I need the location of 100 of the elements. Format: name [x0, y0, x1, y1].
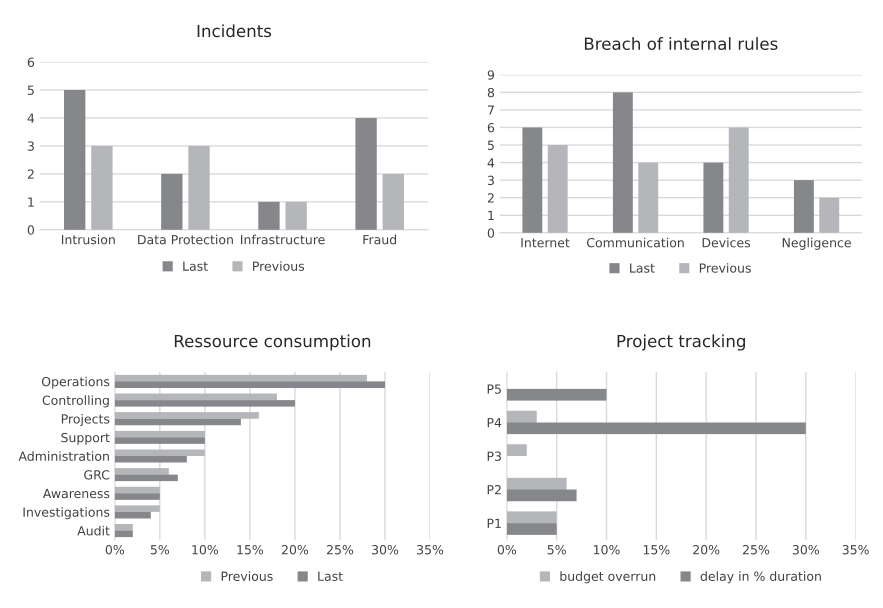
x-tick-label: 30% — [372, 544, 398, 554]
bar — [114, 430, 205, 438]
bar — [506, 478, 567, 490]
y-tick-label: P2 — [488, 485, 501, 494]
bar — [355, 118, 377, 230]
bar — [612, 92, 633, 233]
bar — [114, 468, 169, 475]
x-tick-label: Communication — [586, 238, 684, 248]
y-tick-label: 1 — [28, 197, 34, 207]
y-tick-label: P3 — [488, 451, 501, 461]
y-tick-label: GRC — [84, 470, 110, 480]
x-tick-label: Devices — [702, 238, 750, 248]
y-tick-label: P5 — [488, 384, 501, 394]
x-tick-label: Fraud — [363, 234, 396, 244]
chart-title: Project tracking — [618, 334, 745, 351]
x-tick-label: 15% — [644, 544, 670, 554]
x-tick-label: 10% — [192, 544, 218, 554]
chart-title: Incidents — [198, 24, 272, 38]
y-tick-label: 3 — [28, 141, 34, 151]
bar — [114, 524, 133, 531]
y-tick-label: 9 — [488, 70, 494, 80]
bar — [114, 400, 295, 407]
legend-label: Previous — [222, 571, 273, 581]
x-tick-label: 35% — [842, 544, 869, 554]
y-tick-label: 8 — [488, 88, 494, 98]
y-tick-label: 6 — [28, 57, 34, 67]
legend-label: Previous — [700, 263, 751, 273]
x-tick-label: 5% — [150, 544, 170, 554]
bar — [506, 410, 537, 422]
bar — [258, 202, 280, 230]
legend-label: Last — [630, 263, 655, 273]
bar — [64, 90, 86, 230]
chart-title: Breach of internal rules — [584, 37, 778, 50]
bar — [114, 493, 160, 500]
bar — [382, 174, 404, 230]
x-tick-label: Data Protection — [138, 234, 233, 244]
y-tick-label: Awareness — [42, 488, 110, 498]
y-tick-label: P4 — [488, 418, 502, 428]
x-tick-label: 25% — [743, 544, 770, 554]
bar — [794, 180, 814, 233]
x-tick-label: Intrusion — [62, 234, 115, 244]
bar — [114, 374, 367, 382]
x-tick-label: 5% — [548, 544, 566, 554]
bar — [114, 505, 160, 512]
bar — [548, 145, 568, 233]
y-tick-label: 3 — [488, 176, 494, 186]
x-tick-label: 20% — [693, 544, 720, 554]
y-tick-label: Administration — [18, 451, 109, 461]
bar — [114, 474, 178, 482]
legend-label: delay in % duration — [700, 571, 821, 584]
bar — [188, 146, 210, 230]
y-tick-label: 5 — [28, 86, 34, 95]
bar — [703, 162, 724, 233]
bar — [506, 388, 606, 401]
x-tick-label: 25% — [326, 544, 354, 554]
y-tick-label: 2 — [28, 169, 34, 179]
bar — [114, 512, 151, 518]
bar — [91, 146, 113, 230]
x-tick-label: 10% — [594, 544, 620, 554]
legend-label: budget overrun — [560, 571, 656, 584]
legend-label: Last — [318, 572, 343, 581]
legend-label: Previous — [253, 261, 304, 271]
bar — [114, 381, 385, 388]
bar — [506, 422, 806, 434]
bar — [638, 162, 658, 233]
bar — [506, 490, 577, 502]
x-tick-label: 15% — [237, 544, 264, 554]
y-tick-label: 1 — [488, 210, 494, 220]
bar — [506, 511, 557, 524]
bar — [114, 530, 133, 538]
bar — [114, 437, 205, 444]
bar — [114, 486, 160, 494]
y-tick-label: Support — [61, 432, 110, 445]
x-tick-label: 35% — [417, 544, 444, 554]
bar — [114, 456, 187, 463]
legend-label: Last — [183, 262, 208, 271]
y-tick-label: 6 — [488, 122, 494, 132]
y-tick-label: 0 — [488, 228, 494, 238]
bar — [161, 174, 183, 230]
y-tick-label: 5 — [488, 140, 494, 150]
y-tick-label: 4 — [28, 114, 34, 123]
y-tick-label: Investigations — [24, 507, 110, 520]
y-tick-label: 7 — [488, 106, 494, 115]
x-tick-label: Negligence — [782, 238, 851, 250]
y-tick-label: 2 — [488, 193, 494, 202]
bar — [522, 127, 542, 233]
x-tick-label: 0% — [106, 544, 124, 554]
x-tick-label: Internet — [521, 238, 570, 248]
x-tick-label: 0% — [498, 544, 516, 554]
bar — [114, 449, 205, 456]
y-tick-label: Audit — [77, 526, 110, 536]
x-tick-label: 30% — [792, 544, 819, 554]
y-tick-label: Operations — [42, 376, 110, 389]
y-tick-label: 0 — [28, 225, 34, 235]
x-tick-label: Infrastructure — [241, 234, 325, 244]
y-tick-label: Controlling — [42, 395, 109, 408]
chart-title: Ressource consumption — [174, 334, 370, 351]
bar — [114, 418, 241, 426]
bar — [285, 202, 307, 230]
y-tick-label: P1 — [488, 518, 501, 528]
